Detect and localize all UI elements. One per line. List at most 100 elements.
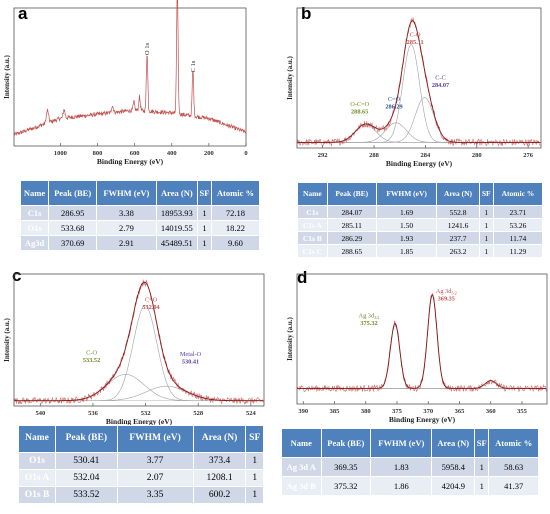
table-cell: 1 bbox=[197, 220, 212, 236]
x-tick-label: 365 bbox=[455, 408, 466, 415]
table-cell: 1.85 bbox=[375, 244, 438, 258]
x-axis-label: Binding Energy (eV) bbox=[106, 417, 173, 426]
component-curve bbox=[297, 44, 541, 143]
panel-d: d 390 385 380 375 370 365 360 355 Binding Energy… bbox=[275, 260, 550, 514]
column-header: SF bbox=[197, 180, 212, 206]
peak-name-label: C-C bbox=[435, 75, 446, 82]
table-cell: 2.07 bbox=[116, 469, 194, 487]
raw-data-line bbox=[296, 293, 547, 393]
column-header: Atomic % bbox=[210, 180, 261, 206]
column-header: Name bbox=[297, 182, 328, 206]
component-curve bbox=[14, 385, 264, 401]
x-tick-label: 532 bbox=[141, 410, 151, 417]
component-curve bbox=[14, 305, 264, 401]
column-header: FWHM (eV) bbox=[116, 425, 194, 453]
table-cell: 53.26 bbox=[492, 218, 544, 232]
table-cell: 41.37 bbox=[488, 476, 539, 496]
table-cell: 18953.93 bbox=[155, 205, 199, 221]
table-cell: 286.29 bbox=[326, 231, 377, 245]
panel-b: b 292 288 284 280 276 Binding Energy (eV) Inte… bbox=[275, 0, 550, 260]
table-cell: 552.8 bbox=[436, 205, 480, 219]
table-row: O1s 533.68 2.79 14019.55 1 18.22 bbox=[19, 220, 261, 236]
component-curve bbox=[297, 294, 547, 389]
column-header: Peak (BE) bbox=[55, 425, 118, 453]
table-cell: 2.91 bbox=[96, 235, 157, 251]
table-cell: 600.2 bbox=[192, 486, 247, 504]
peak-value-label: 284.07 bbox=[432, 82, 449, 89]
table-cell: 532.04 bbox=[55, 469, 118, 487]
table-row: C1s 286.95 3.38 18953.93 1 72.18 bbox=[19, 205, 261, 221]
column-header: SF bbox=[474, 428, 490, 458]
table-row: C1s A 285.11 1.50 1241.6 1 53.26 bbox=[297, 218, 544, 232]
table-cell: 72.18 bbox=[210, 205, 261, 221]
x-tick-label: 375 bbox=[392, 408, 403, 415]
table-cell: 263.2 bbox=[436, 244, 480, 258]
peak-name-label: Ag 3d5/2 bbox=[436, 288, 457, 296]
table-cell: Ag 3d A bbox=[281, 457, 322, 477]
x-axis-label: Binding Energy (eV) bbox=[97, 157, 164, 166]
table-cell: 375.32 bbox=[320, 476, 372, 496]
column-header: Area (N) bbox=[155, 180, 199, 206]
table-cell: 1.50 bbox=[375, 218, 438, 232]
table-cell: 3.35 bbox=[116, 486, 194, 504]
table-row: C1s 284.07 1.69 552.8 1 23.71 bbox=[297, 205, 544, 219]
table-cell: 1 bbox=[245, 469, 264, 487]
table-cell: C1s bbox=[19, 205, 50, 221]
table-cell: 288.65 bbox=[326, 244, 377, 258]
table-cell: C1s A bbox=[297, 218, 328, 232]
table-cell: 1 bbox=[474, 476, 490, 496]
x-tick-label: 355 bbox=[517, 408, 528, 415]
table-cell: 23.71 bbox=[492, 205, 544, 219]
survey-line bbox=[13, 0, 247, 136]
table-row: O1s B 533.52 3.35 600.2 1 bbox=[17, 486, 264, 504]
table-cell: 1 bbox=[478, 244, 494, 258]
table-survey: Name Peak (BE) FWHM (eV) Area (N) SF Atomic %… bbox=[19, 180, 261, 251]
x-tick-label: 280 bbox=[472, 152, 482, 159]
table-cell: 1 bbox=[197, 205, 212, 221]
column-header: Peak (BE) bbox=[320, 428, 372, 458]
plot-frame bbox=[13, 7, 247, 147]
x-tick-label: 360 bbox=[486, 408, 496, 415]
table-cell: 58.63 bbox=[488, 457, 539, 477]
column-header: SF bbox=[245, 425, 264, 453]
table-cell: 286.95 bbox=[48, 205, 98, 221]
column-header: Peak (BE) bbox=[326, 182, 377, 206]
table-ag3d: Name Peak (BE) FWHM (eV) Area (N) SF Atomic %… bbox=[281, 428, 539, 496]
table-cell: C1s B bbox=[297, 231, 328, 245]
table-cell: O1s A bbox=[17, 469, 57, 487]
x-tick-label: 292 bbox=[318, 152, 328, 159]
x-tick-label: 1000 bbox=[54, 150, 67, 157]
panel-label-b: b bbox=[301, 4, 312, 23]
table-cell: 3.38 bbox=[96, 205, 157, 221]
fit-envelope-line bbox=[297, 20, 541, 143]
table-cell: 3.77 bbox=[116, 452, 194, 470]
table-cell: 1 bbox=[245, 452, 264, 470]
x-tick-label: 400 bbox=[167, 150, 177, 157]
fit-envelope-line bbox=[14, 281, 264, 402]
x-tick-label: 540 bbox=[35, 410, 45, 417]
table-cell: 1.83 bbox=[370, 457, 433, 477]
table-cell: 285.11 bbox=[326, 218, 377, 232]
peak-name-sub: 5/2 bbox=[451, 290, 456, 295]
column-header: Name bbox=[19, 180, 50, 206]
panel-label-a: a bbox=[18, 4, 28, 23]
table-cell: 4204.9 bbox=[431, 476, 476, 496]
peak-label: C 1s bbox=[190, 60, 197, 72]
peak-name-label: C=O bbox=[145, 297, 158, 304]
table-cell: 533.68 bbox=[48, 220, 98, 236]
table-cell: 9.60 bbox=[210, 235, 261, 251]
x-tick-label: 0 bbox=[244, 150, 247, 157]
y-axis-label: Intensity (a.u.) bbox=[3, 54, 11, 98]
raw-data-line bbox=[13, 279, 264, 405]
panel-label-d: d bbox=[297, 268, 308, 287]
peak-name-label: Ag 3d3/2 bbox=[359, 312, 380, 320]
table-cell: 1 bbox=[478, 218, 494, 232]
column-header: Name bbox=[281, 428, 322, 458]
x-tick-label: 276 bbox=[523, 152, 534, 159]
table-cell: 373.4 bbox=[192, 452, 247, 470]
column-header: SF bbox=[478, 182, 494, 206]
table-cell: C1s bbox=[297, 205, 328, 219]
table-cell: 1 bbox=[478, 231, 494, 245]
chart-c1s-spectrum: 292 288 284 280 276 Binding Energy (eV) Intens… bbox=[286, 7, 542, 168]
y-axis-label: Intensity (a.u.) bbox=[286, 55, 294, 99]
